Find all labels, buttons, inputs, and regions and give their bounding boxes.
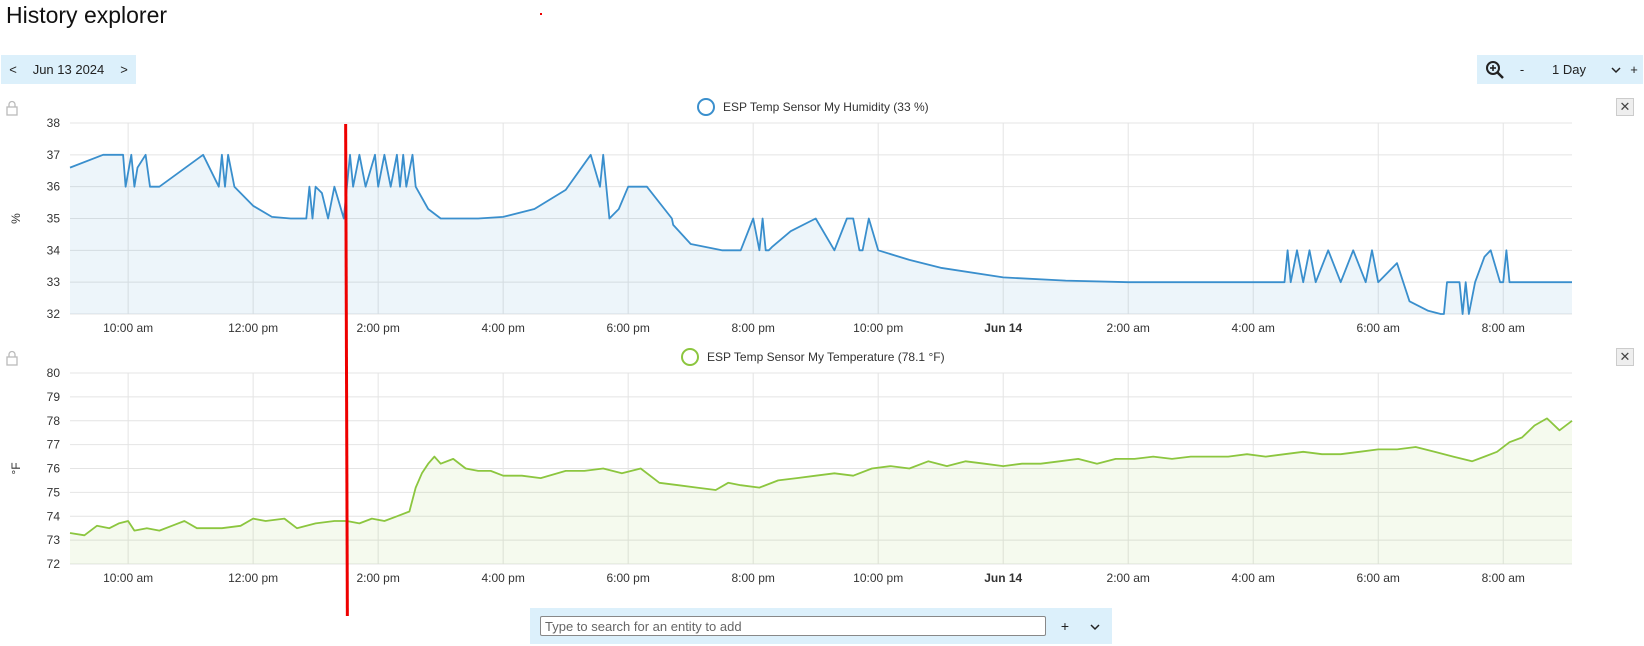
x-tick-label: 2:00 am <box>1107 571 1150 585</box>
zoom-out-button[interactable]: - <box>1519 62 1525 77</box>
current-date[interactable]: Jun 13 2024 <box>32 62 105 77</box>
y-tick-label: 76 <box>47 462 61 476</box>
series-line[interactable] <box>69 153 1572 315</box>
chart-legend[interactable]: ESP Temp Sensor My Humidity (33 %) <box>697 98 929 116</box>
y-tick-label: 72 <box>47 557 61 571</box>
x-tick-label: 6:00 pm <box>606 321 649 335</box>
x-tick-label: 10:00 pm <box>853 571 903 585</box>
series-area <box>70 418 1572 564</box>
zoom-in-button[interactable]: + <box>1630 62 1638 77</box>
x-tick-label: Jun 14 <box>984 571 1022 585</box>
x-tick-label: 8:00 am <box>1482 321 1525 335</box>
x-tick-label: 6:00 pm <box>606 571 649 585</box>
y-tick-label: 35 <box>47 212 61 226</box>
prev-day-button[interactable]: < <box>9 62 17 77</box>
x-tick-label: 6:00 am <box>1357 571 1400 585</box>
series-line[interactable] <box>69 417 1573 537</box>
y-tick-label: 74 <box>47 509 61 523</box>
x-tick-label: 4:00 pm <box>481 571 524 585</box>
page-title: History explorer <box>6 2 168 28</box>
x-tick-label: 10:00 am <box>103 571 153 585</box>
next-day-button[interactable]: > <box>120 62 128 77</box>
entity-search-bar: + <box>530 608 1112 644</box>
x-tick-label: 12:00 pm <box>228 321 278 335</box>
legend-marker <box>697 98 715 116</box>
y-tick-label: 37 <box>47 148 61 162</box>
x-tick-label: 8:00 pm <box>732 571 775 585</box>
y-tick-label: 73 <box>47 533 61 547</box>
lock-icon[interactable] <box>5 100 19 116</box>
x-tick-label: 2:00 pm <box>356 321 399 335</box>
chevron-down-icon[interactable] <box>1607 62 1625 77</box>
x-tick-label: 2:00 am <box>1107 321 1150 335</box>
y-tick-label: 32 <box>47 307 61 321</box>
date-navigator: < Jun 13 2024 > <box>1 55 136 84</box>
x-tick-label: 4:00 am <box>1232 571 1275 585</box>
x-tick-label: 8:00 pm <box>732 321 775 335</box>
y-tick-label: 77 <box>47 438 61 452</box>
x-tick-label: 12:00 pm <box>228 571 278 585</box>
y-tick-label: 78 <box>47 414 61 428</box>
y-tick-label: 79 <box>47 390 61 404</box>
x-tick-label: 10:00 am <box>103 321 153 335</box>
series-area <box>70 154 1572 314</box>
y-tick-label: 80 <box>47 366 61 380</box>
zoom-controls: - 1 Day + <box>1477 55 1643 84</box>
y-axis-label: °F <box>9 462 23 474</box>
humidity-plot[interactable]: 32 33 34 35 36 37 38 10:00 am 12:00 pm 2:00 pm 4:0… <box>0 92 1644 342</box>
add-entity-button[interactable]: + <box>1060 618 1070 634</box>
stray-dot <box>540 13 542 15</box>
range-select[interactable]: 1 Day <box>1552 62 1586 77</box>
lock-icon[interactable] <box>5 350 19 366</box>
x-tick-label: 4:00 am <box>1232 321 1275 335</box>
x-tick-label: 6:00 am <box>1357 321 1400 335</box>
y-tick-label: 38 <box>47 116 61 130</box>
temperature-plot[interactable]: 72 73 74 75 76 77 78 79 80 10:00 am 12:00 pm 2:00 p… <box>0 342 1644 592</box>
entity-search-input[interactable] <box>540 616 1046 636</box>
y-tick-label: 36 <box>47 180 61 194</box>
x-tick-label: 10:00 pm <box>853 321 903 335</box>
legend-label: ESP Temp Sensor My Humidity (33 %) <box>723 100 929 114</box>
temperature-chart: ESP Temp Sensor My Temperature (78.1 °F)… <box>0 342 1644 592</box>
y-axis-label: % <box>9 213 23 224</box>
x-tick-label: Jun 14 <box>984 321 1022 335</box>
chevron-down-icon[interactable] <box>1084 618 1106 634</box>
x-tick-label: 8:00 am <box>1482 571 1525 585</box>
x-tick-label: 2:00 pm <box>356 571 399 585</box>
zoom-icon[interactable] <box>1477 60 1513 80</box>
close-icon[interactable]: ✕ <box>1616 98 1634 116</box>
y-tick-label: 75 <box>47 485 61 499</box>
legend-marker <box>681 348 699 366</box>
close-icon[interactable]: ✕ <box>1616 348 1634 366</box>
humidity-chart: ESP Temp Sensor My Humidity (33 %) ✕ 32 3… <box>0 92 1644 342</box>
chart-legend[interactable]: ESP Temp Sensor My Temperature (78.1 °F) <box>681 348 945 366</box>
y-tick-label: 33 <box>47 275 61 289</box>
x-tick-label: 4:00 pm <box>481 321 524 335</box>
y-tick-label: 34 <box>47 243 61 257</box>
legend-label: ESP Temp Sensor My Temperature (78.1 °F) <box>707 350 945 364</box>
